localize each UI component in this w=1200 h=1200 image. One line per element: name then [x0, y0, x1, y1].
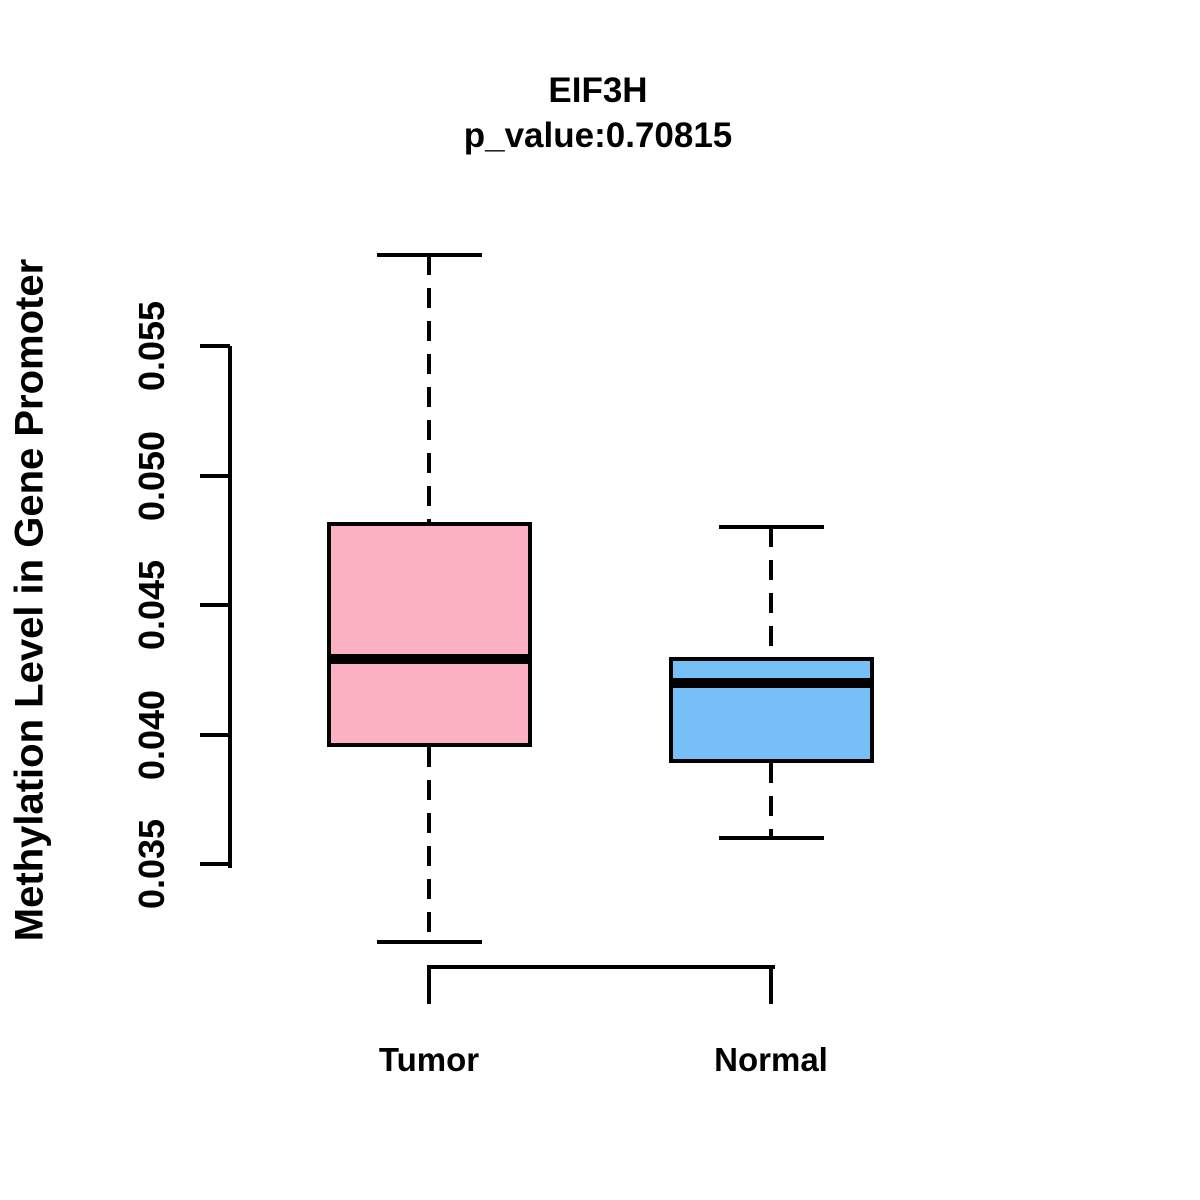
normal-box: [668, 656, 874, 763]
normal-lower-whisker-line: [769, 762, 773, 839]
y-axis-title: Methylation Level in Gene Promoter: [7, 258, 52, 942]
tumor-median-line: [326, 654, 532, 665]
x-category-label-normal: Normal: [714, 1041, 828, 1078]
y-axis-line: [228, 346, 232, 868]
chart-subtitle-pvalue: p_value:0.70815: [463, 116, 733, 155]
x-axis-tick-tumor: [427, 965, 431, 1004]
normal-lower-whisker-cap: [718, 836, 824, 841]
y-axis-tick-label: 0.055: [131, 300, 172, 392]
tumor-box: [326, 522, 532, 748]
y-axis-tick: [200, 344, 230, 348]
y-axis-tick: [200, 603, 230, 607]
tumor-lower-whisker-line: [427, 747, 431, 942]
chart-title-block: EIF3H p_value:0.70815: [464, 68, 733, 158]
x-axis-line: [429, 965, 775, 969]
y-axis-tick-label: 0.045: [131, 559, 172, 651]
tumor-upper-whisker-cap: [376, 253, 482, 258]
tumor-upper-whisker-line: [427, 255, 431, 523]
tumor-lower-whisker-cap: [376, 939, 482, 944]
y-axis-tick: [200, 473, 230, 478]
x-category-label-tumor: Tumor: [378, 1041, 480, 1078]
y-axis-tick-label: 0.040: [131, 689, 172, 780]
y-axis-tick-label: 0.035: [131, 818, 172, 910]
normal-upper-whisker-cap: [718, 525, 824, 530]
normal-upper-whisker-line: [769, 527, 773, 657]
y-axis-tick: [200, 732, 230, 737]
chart-title: EIF3H: [548, 71, 648, 110]
x-axis-tick-normal: [769, 965, 773, 1004]
y-axis-tick: [200, 862, 230, 866]
normal-median-line: [668, 677, 874, 688]
y-axis-tick-label: 0.050: [131, 430, 172, 521]
